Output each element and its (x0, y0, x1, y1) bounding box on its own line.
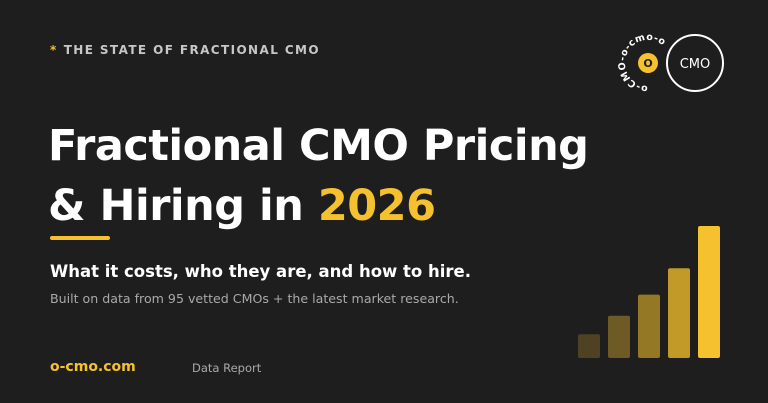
accent-divider (50, 236, 110, 240)
logo-center-circle (638, 53, 658, 73)
title-line-2-prefix: & Hiring in (48, 181, 318, 231)
eyebrow-text: THE STATE OF FRACTIONAL CMO (63, 43, 320, 57)
page-title: Fractional CMO Pricing & Hiring in 2026 (48, 116, 589, 236)
decorative-bar-1 (578, 334, 600, 358)
decorative-bar-5 (698, 226, 720, 358)
report-type-label: Data Report (192, 361, 262, 375)
decorative-bar-2 (608, 315, 630, 358)
decorative-bar-3 (638, 294, 660, 358)
ocmo-logo: o-CMO-o-cmo-o O CMO (617, 32, 724, 94)
logo-badge-circle (666, 34, 724, 92)
decorative-bar-4 (668, 268, 690, 358)
title-line-2: & Hiring in 2026 (48, 176, 588, 236)
logo-center-letter: O (643, 57, 652, 70)
eyebrow-label: * THE STATE OF FRACTIONAL CMO (50, 43, 320, 57)
logo-badge-text: CMO (680, 57, 711, 72)
page-description: Built on data from 95 vetted CMOs + the … (50, 291, 459, 306)
title-line-1: Fractional CMO Pricing (48, 121, 589, 171)
site-link[interactable]: o-cmo.com (50, 359, 136, 375)
decorative-bar-graphic (578, 226, 720, 358)
title-year: 2026 (317, 181, 436, 231)
star-icon: * (50, 43, 58, 57)
page-subtitle: What it costs, who they are, and how to … (50, 262, 471, 281)
